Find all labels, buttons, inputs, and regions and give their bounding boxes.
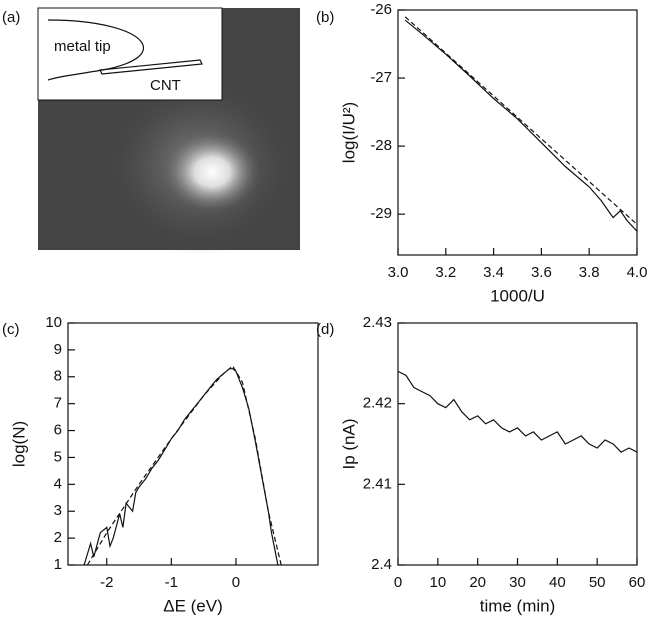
cnt-shape bbox=[99, 59, 203, 75]
plot-frame bbox=[397, 9, 638, 256]
x-tick-label: 3.6 bbox=[531, 264, 552, 281]
y-tick-label: 2.42 bbox=[363, 395, 392, 412]
y-tick-label: 7 bbox=[54, 395, 62, 412]
data-line bbox=[86, 365, 282, 566]
inset bbox=[37, 7, 223, 101]
x-tick-label: 30 bbox=[509, 574, 526, 591]
y-tick-label: 10 bbox=[45, 314, 62, 331]
data-line bbox=[404, 19, 638, 232]
y-tick-label: 8 bbox=[54, 368, 62, 385]
image-panel: metal tip CNT (a) bbox=[2, 7, 300, 255]
annotation: metal tip bbox=[54, 38, 111, 55]
y-tick-label: 9 bbox=[54, 341, 62, 358]
y-tick-label: -28 bbox=[370, 137, 392, 154]
y-tick-label: 2.43 bbox=[363, 314, 392, 331]
x-tick-label: 3.4 bbox=[483, 264, 504, 281]
y-axis-title: log(I/U²) bbox=[339, 102, 358, 163]
x-axis-title: time (min) bbox=[480, 596, 556, 615]
x-axis-title: ΔE (eV) bbox=[163, 596, 223, 615]
y-tick-label: 2 bbox=[54, 529, 62, 546]
y-tick-label: -26 bbox=[370, 1, 392, 18]
tip-outline bbox=[47, 19, 144, 81]
data-line bbox=[404, 16, 638, 225]
x-tick-label: 40 bbox=[549, 574, 566, 591]
y-tick-label: -27 bbox=[370, 69, 392, 86]
y-tick-label: 5 bbox=[54, 448, 62, 465]
x-tick-label: 3.0 bbox=[388, 264, 409, 281]
x-tick-label: -2 bbox=[100, 574, 113, 591]
y-tick-label: 6 bbox=[54, 422, 62, 439]
x-tick-label: 20 bbox=[469, 574, 486, 591]
y-tick-label: 1 bbox=[54, 556, 62, 573]
x-tick-label: 3.2 bbox=[435, 264, 456, 281]
emission-spot bbox=[162, 130, 262, 214]
y-tick-label: 2.4 bbox=[371, 556, 392, 573]
panel-label: (a) bbox=[2, 9, 20, 26]
plot-frame bbox=[67, 322, 319, 566]
panel-label: (b) bbox=[316, 9, 334, 26]
data-line bbox=[397, 370, 638, 453]
y-tick-label: 3 bbox=[54, 502, 62, 519]
x-tick-label: 60 bbox=[629, 574, 646, 591]
panel-label: (d) bbox=[316, 321, 334, 338]
x-tick-label: 50 bbox=[589, 574, 606, 591]
panel-label: (c) bbox=[2, 321, 20, 338]
x-axis-title: 1000/U bbox=[490, 286, 545, 305]
y-axis-title: log(N) bbox=[9, 421, 28, 467]
y-tick-label: 2.41 bbox=[363, 475, 392, 492]
x-tick-label: 3.8 bbox=[579, 264, 600, 281]
y-tick-label: 4 bbox=[54, 475, 62, 492]
x-tick-label: 0 bbox=[394, 574, 402, 591]
annotation: CNT bbox=[150, 77, 181, 94]
x-tick-label: 4.0 bbox=[627, 264, 648, 281]
x-tick-label: 10 bbox=[429, 574, 446, 591]
x-tick-label: 0 bbox=[232, 574, 240, 591]
y-tick-label: -29 bbox=[370, 205, 392, 222]
data-line bbox=[83, 368, 279, 566]
y-axis-title: Ip (nA) bbox=[339, 418, 358, 469]
x-tick-label: -1 bbox=[165, 574, 178, 591]
